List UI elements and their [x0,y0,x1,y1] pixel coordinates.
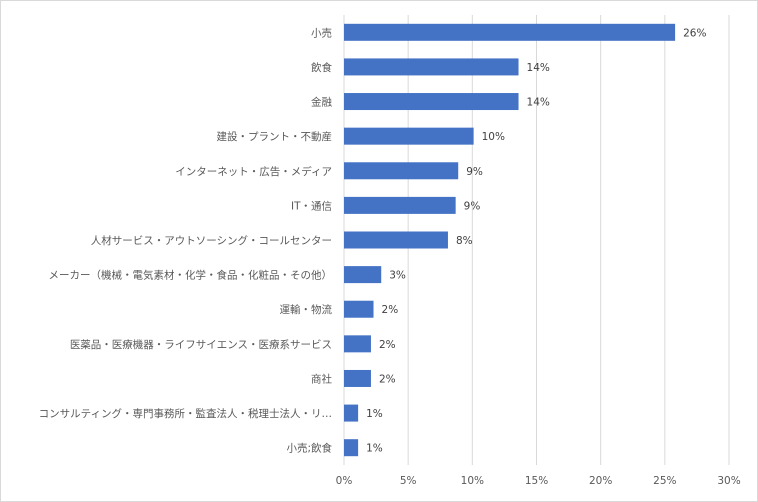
bars [344,23,676,457]
data-label: 1% [366,408,383,420]
category-label: 建設・プラント・不動産 [217,130,333,143]
category-label: 運輸・物流 [280,303,333,316]
data-label: 10% [482,131,505,143]
data-label: 26% [683,27,706,39]
bar [344,162,459,180]
bar [344,335,371,353]
category-label: 小売;飲食 [286,442,332,455]
category-label: 商社 [311,372,332,385]
x-tick-labels: 0% 5% 10% 15% 20% 25% 30% [336,475,741,487]
category-label: 飲食 [311,61,332,74]
gridlines [343,15,730,465]
category-label: IT・通信 [291,200,332,212]
x-tick-label: 20% [589,475,612,487]
x-tick-label: 25% [653,475,676,487]
category-label: 医薬品・医療機器・ライフサイエンス・医療系サービス [70,338,332,351]
bar [344,231,448,249]
data-label: 14% [527,97,550,109]
bar [344,404,359,422]
data-label: 14% [527,62,550,74]
data-label: 8% [456,235,473,247]
category-label: 人材サービス・アウトソーシング・コールセンター [91,234,332,247]
bar [344,369,371,387]
data-label: 2% [379,339,396,351]
data-label: 3% [389,270,406,282]
bar [344,127,474,145]
data-label: 1% [366,443,383,455]
x-tick-label: 5% [400,475,417,487]
data-label: 9% [466,166,483,178]
bar [344,300,374,318]
category-label: インターネット・広告・メディア [175,165,332,178]
category-label: メーカー（機械・電気素材・化学・食品・化粧品・その他） [49,269,333,282]
x-tick-label: 0% [336,475,353,487]
bar [344,93,519,111]
data-labels: 26% 14% 14% 10% 9% 9% 8% 3% 2% 2% 2% 1% 1% [366,27,706,454]
category-label: コンサルティング・専門事務所・監査法人・税理士法人・リ… [39,407,332,420]
bar [344,266,382,284]
data-label: 2% [382,304,399,316]
x-tick-label: 10% [461,475,484,487]
data-label: 2% [379,373,396,385]
bar [344,439,359,457]
x-tick-label: 30% [717,475,740,487]
category-label: 金融 [311,96,332,109]
x-tick-label: 15% [525,475,548,487]
bar [344,23,676,41]
category-label: 小売 [311,26,332,39]
bar [344,196,456,214]
data-label: 9% [464,200,481,212]
bar [344,58,519,76]
